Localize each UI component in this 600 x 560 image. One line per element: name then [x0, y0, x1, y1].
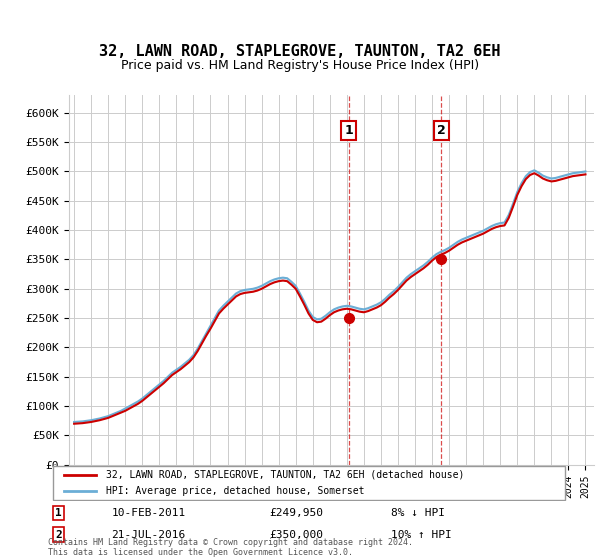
Text: £249,950: £249,950	[270, 508, 324, 518]
Text: 21-JUL-2016: 21-JUL-2016	[112, 530, 185, 539]
Text: 10% ↑ HPI: 10% ↑ HPI	[391, 530, 452, 539]
Text: HPI: Average price, detached house, Somerset: HPI: Average price, detached house, Some…	[106, 486, 365, 496]
Text: Contains HM Land Registry data © Crown copyright and database right 2024.
This d: Contains HM Land Registry data © Crown c…	[48, 538, 413, 557]
Text: 2: 2	[437, 124, 446, 137]
Text: 1: 1	[55, 508, 62, 518]
Text: Price paid vs. HM Land Registry's House Price Index (HPI): Price paid vs. HM Land Registry's House …	[121, 59, 479, 72]
Text: £350,000: £350,000	[270, 530, 324, 539]
Text: 8% ↓ HPI: 8% ↓ HPI	[391, 508, 445, 518]
Text: 2: 2	[55, 530, 62, 539]
Text: 10-FEB-2011: 10-FEB-2011	[112, 508, 185, 518]
Text: 32, LAWN ROAD, STAPLEGROVE, TAUNTON, TA2 6EH: 32, LAWN ROAD, STAPLEGROVE, TAUNTON, TA2…	[99, 44, 501, 59]
FancyBboxPatch shape	[53, 466, 565, 501]
Text: 1: 1	[344, 124, 353, 137]
Text: 32, LAWN ROAD, STAPLEGROVE, TAUNTON, TA2 6EH (detached house): 32, LAWN ROAD, STAPLEGROVE, TAUNTON, TA2…	[106, 470, 464, 480]
